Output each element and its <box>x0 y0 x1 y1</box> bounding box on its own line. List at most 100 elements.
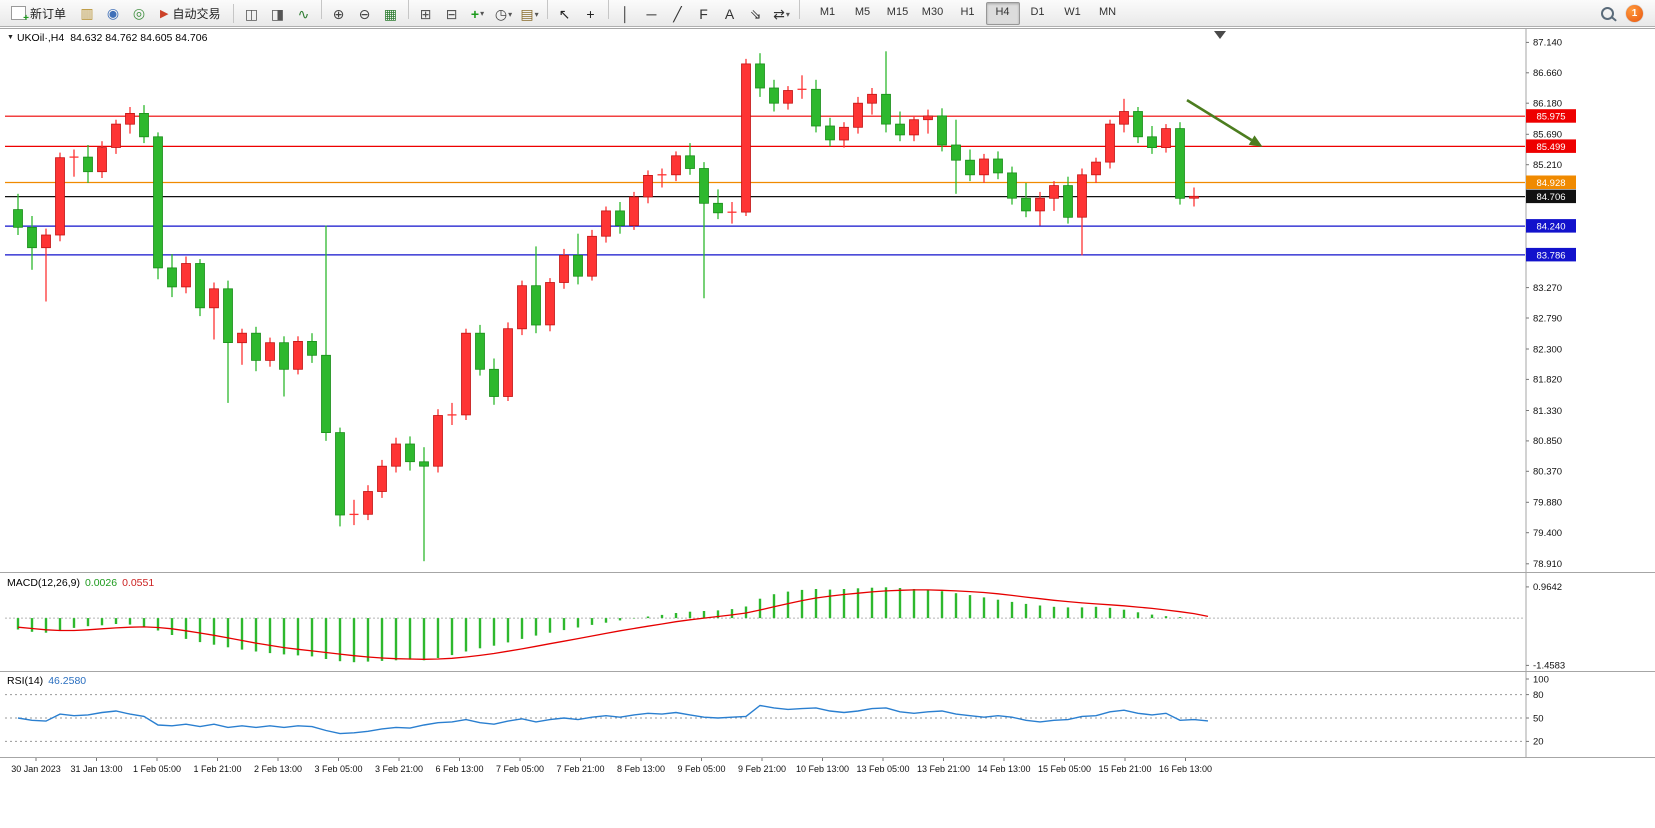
svg-text:1 Feb 21:00: 1 Feb 21:00 <box>193 764 241 774</box>
bar-chart-icon[interactable]: ◫ <box>244 5 259 22</box>
toolbar-separator <box>546 0 548 19</box>
templates-icon[interactable]: ▤ ▾ <box>520 5 539 22</box>
crosshair-icon[interactable]: + <box>586 5 595 22</box>
candlestick-icon[interactable]: ◨ <box>270 5 285 22</box>
fibonacci-icon[interactable]: F <box>699 5 708 22</box>
svg-text:80.850: 80.850 <box>1533 436 1562 447</box>
svg-text:13 Feb 21:00: 13 Feb 21:00 <box>917 764 970 774</box>
svg-text:80: 80 <box>1533 690 1544 701</box>
trendline-icon[interactable]: ╱ <box>673 5 682 22</box>
new-order-button[interactable]: + 新订单 <box>4 2 73 24</box>
pane-separator-macd[interactable] <box>0 572 1655 573</box>
toolbar-separator <box>232 3 234 23</box>
svg-text:20: 20 <box>1533 737 1544 748</box>
svg-text:13 Feb 05:00: 13 Feb 05:00 <box>856 764 909 774</box>
svg-text:82.790: 82.790 <box>1533 313 1562 324</box>
timeframe-m15-button[interactable]: M15 <box>886 5 909 18</box>
chart-window: 87.140 86.660 86.180 85.690 85.210 83.270 82.7… <box>0 27 1655 828</box>
timeframe-d1-button[interactable]: D1 <box>1030 5 1045 18</box>
new-chart-icon[interactable]: ⊞ <box>419 5 432 22</box>
periods-icon[interactable]: ◷ ▾ <box>494 5 513 22</box>
timeframe-h4-button[interactable]: H4 <box>985 1 1020 25</box>
svg-text:10 Feb 13:00: 10 Feb 13:00 <box>796 764 849 774</box>
toolbar: + 新订单 ▥ ◉ ◎ ▶ 自动交易 ◫ ◨ ∿ ⊕ ⊖ ▦ ⊞ ⊟ + ▾ ◷ ▾ ▤ ▾ ↖ + │ ─ ╱ F A ⇘ ⇄… <box>0 0 1655 27</box>
hline-icon[interactable]: ─ <box>646 5 657 22</box>
auto-trading-icon: ▶ <box>160 7 169 20</box>
svg-text:31 Jan 13:00: 31 Jan 13:00 <box>70 764 122 774</box>
chart-top-border <box>0 28 1655 29</box>
chart-shift-marker[interactable] <box>1214 31 1226 39</box>
svg-text:6 Feb 13:00: 6 Feb 13:00 <box>435 764 483 774</box>
notification-badge[interactable]: 1 <box>1626 4 1643 22</box>
auto-trading-button[interactable]: ▶ 自动交易 <box>153 2 227 24</box>
macd-value-main: 0.0026 <box>84 577 118 589</box>
macd-label: MACD(12,26,9) <box>7 577 80 589</box>
svg-text:100: 100 <box>1533 674 1549 685</box>
svg-text:3 Feb 05:00: 3 Feb 05:00 <box>314 764 362 774</box>
dropdown-caret-icon: ▾ <box>785 9 790 19</box>
svg-text:78.910: 78.910 <box>1533 559 1562 570</box>
arrows-tool-icon[interactable]: ⇘ <box>749 5 762 22</box>
timeframe-w1-button[interactable]: W1 <box>1064 5 1081 18</box>
indicators-icon[interactable]: + ▾ <box>470 5 485 22</box>
time-axis[interactable] <box>0 758 1526 781</box>
timeframe-m30-button[interactable]: M30 <box>921 5 944 18</box>
dropdown-caret-icon: ▾ <box>480 9 485 19</box>
tile-windows-icon[interactable]: ▦ <box>383 5 398 22</box>
svg-text:0.9642: 0.9642 <box>1533 582 1562 593</box>
search-icon[interactable] <box>1601 6 1614 20</box>
vline-icon[interactable]: │ <box>621 5 630 22</box>
timeframe-m1-button[interactable]: M1 <box>819 5 836 18</box>
pane-separator-rsi[interactable] <box>0 671 1655 672</box>
svg-text:1 Feb 05:00: 1 Feb 05:00 <box>133 764 181 774</box>
navigator-icon[interactable]: ◎ <box>132 4 146 21</box>
market-watch-icon[interactable]: ▥ <box>80 4 94 21</box>
symbol-period-label: UKOil·,H4 <box>16 32 65 44</box>
svg-text:84.706: 84.706 <box>1536 192 1565 203</box>
cycle-lines-icon[interactable]: ⇄ ▾ <box>773 5 790 22</box>
svg-text:16 Feb 13:00: 16 Feb 13:00 <box>1159 764 1212 774</box>
cursor-icon[interactable]: ↖ <box>558 5 571 22</box>
text-tool-icon[interactable]: A <box>724 5 735 22</box>
auto-trading-label: 自动交易 <box>172 6 221 21</box>
svg-text:30 Jan 2023: 30 Jan 2023 <box>11 764 61 774</box>
line-chart-icon[interactable]: ∿ <box>297 5 310 22</box>
zoom-out-icon[interactable]: ⊖ <box>358 5 371 22</box>
toolbar-separator <box>607 0 609 19</box>
svg-text:85.499: 85.499 <box>1536 142 1565 153</box>
timeframe-h1-button[interactable]: H1 <box>960 5 975 18</box>
svg-text:79.880: 79.880 <box>1533 498 1562 509</box>
svg-text:3 Feb 21:00: 3 Feb 21:00 <box>375 764 423 774</box>
new-order-label: 新订单 <box>30 6 67 21</box>
svg-text:2 Feb 13:00: 2 Feb 13:00 <box>254 764 302 774</box>
collapse-icon[interactable]: ▼ <box>7 34 14 41</box>
price-scale[interactable] <box>1526 29 1655 757</box>
svg-text:85.975: 85.975 <box>1536 112 1565 123</box>
timeframe-m5-button[interactable]: M5 <box>854 5 871 18</box>
svg-text:83.270: 83.270 <box>1533 283 1562 294</box>
chart-header: ▼ UKOil·,H4 84.632 84.762 84.605 84.706 <box>7 32 207 44</box>
dropdown-caret-icon: ▾ <box>534 9 539 19</box>
ohlc-values: 84.632 84.762 84.605 84.706 <box>70 32 208 44</box>
toolbar-separator <box>798 0 800 19</box>
svg-text:84.240: 84.240 <box>1536 222 1565 233</box>
svg-text:-1.4583: -1.4583 <box>1533 661 1565 672</box>
chart-canvas[interactable]: 87.140 86.660 86.180 85.690 85.210 83.270 82.7… <box>0 27 1655 828</box>
svg-text:14 Feb 13:00: 14 Feb 13:00 <box>977 764 1030 774</box>
toolbar-separator <box>407 0 409 19</box>
svg-text:84.928: 84.928 <box>1536 178 1565 189</box>
toolbar-separator <box>320 0 322 19</box>
svg-text:9 Feb 05:00: 9 Feb 05:00 <box>677 764 725 774</box>
rsi-header: RSI(14) 46.2580 <box>7 675 86 687</box>
data-window-icon[interactable]: ◉ <box>106 4 120 21</box>
timeframe-mn-button[interactable]: MN <box>1098 5 1117 18</box>
chart-list-icon[interactable]: ⊟ <box>445 5 458 22</box>
zoom-in-icon[interactable]: ⊕ <box>332 5 345 22</box>
svg-text:15 Feb 05:00: 15 Feb 05:00 <box>1038 764 1091 774</box>
rsi-value: 46.2580 <box>48 675 87 687</box>
time-axis-separator <box>0 757 1655 758</box>
svg-text:80.370: 80.370 <box>1533 467 1562 478</box>
svg-text:85.210: 85.210 <box>1533 160 1562 171</box>
svg-text:81.330: 81.330 <box>1533 406 1562 417</box>
